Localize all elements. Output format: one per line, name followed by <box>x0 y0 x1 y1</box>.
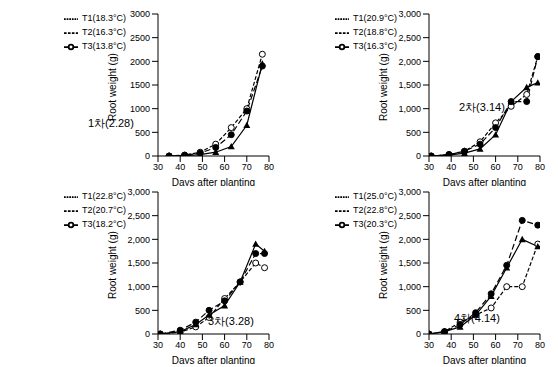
svg-text:50: 50 <box>468 162 478 172</box>
svg-text:1500: 1500 <box>130 80 150 90</box>
svg-text:60: 60 <box>220 162 230 172</box>
svg-text:50: 50 <box>468 340 478 350</box>
svg-text:3,000: 3,000 <box>398 9 421 19</box>
svg-text:Days after planting: Days after planting <box>443 355 526 364</box>
svg-text:1,000: 1,000 <box>398 104 421 114</box>
html-text:T3(16.3°C): T3(16.3°C) <box>353 41 398 52</box>
svg-text:Days after planting: Days after planting <box>443 177 526 186</box>
html-text:T1(25.0°C): T1(25.0°C) <box>353 191 398 202</box>
svg-text:30: 30 <box>153 162 163 172</box>
svg-text:40: 40 <box>446 162 456 172</box>
svg-text:80: 80 <box>535 340 545 350</box>
html-text:T3(20.3°C): T3(20.3°C) <box>353 219 398 230</box>
svg-text:60: 60 <box>220 340 230 350</box>
svg-text:2,500: 2,500 <box>398 211 421 221</box>
svg-text:Days after planting: Days after planting <box>172 355 255 364</box>
svg-text:1000: 1000 <box>130 104 150 114</box>
html-text:T2(18.8°C): T2(18.8°C) <box>353 27 398 38</box>
svg-text:1,000: 1,000 <box>127 282 150 292</box>
svg-text:80: 80 <box>535 162 545 172</box>
svg-text:1,500: 1,500 <box>127 258 150 268</box>
svg-text:1,000: 1,000 <box>398 282 421 292</box>
svg-text:60: 60 <box>491 162 501 172</box>
svg-text:2,500: 2,500 <box>398 33 421 43</box>
svg-text:2,000: 2,000 <box>398 235 421 245</box>
html-text:4차(4.14): 4차(4.14) <box>454 312 500 324</box>
svg-text:2,000: 2,000 <box>127 235 150 245</box>
html-text:T3(13.8°C): T3(13.8°C) <box>82 41 127 52</box>
html-text:T1(18.3°C): T1(18.3°C) <box>82 13 127 24</box>
svg-text:50: 50 <box>197 340 207 350</box>
svg-text:Root weight (g): Root weight (g) <box>378 53 389 121</box>
svg-text:0: 0 <box>145 151 150 161</box>
svg-text:30: 30 <box>424 340 434 350</box>
svg-text:30: 30 <box>424 162 434 172</box>
svg-text:500: 500 <box>406 128 421 138</box>
svg-text:Root weight (g): Root weight (g) <box>107 231 118 299</box>
html-text:T2(20.7°C): T2(20.7°C) <box>82 205 127 216</box>
svg-text:0: 0 <box>145 329 150 339</box>
svg-text:30: 30 <box>153 340 163 350</box>
html-text:T2(16.3°C): T2(16.3°C) <box>82 27 127 38</box>
svg-text:60: 60 <box>491 340 501 350</box>
svg-text:0: 0 <box>416 329 421 339</box>
svg-text:0: 0 <box>416 151 421 161</box>
svg-text:80: 80 <box>264 340 274 350</box>
html-text:T1(20.9°C): T1(20.9°C) <box>353 13 398 24</box>
svg-text:Root weight (g): Root weight (g) <box>378 231 389 299</box>
svg-text:40: 40 <box>175 340 185 350</box>
svg-text:70: 70 <box>242 340 252 350</box>
svg-text:2000: 2000 <box>130 57 150 67</box>
svg-text:40: 40 <box>446 340 456 350</box>
svg-text:70: 70 <box>513 340 523 350</box>
svg-text:2,000: 2,000 <box>398 57 421 67</box>
svg-text:3,000: 3,000 <box>398 187 421 197</box>
svg-text:3000: 3000 <box>130 9 150 19</box>
svg-text:Days after planting: Days after planting <box>172 177 255 186</box>
svg-text:2,500: 2,500 <box>127 211 150 221</box>
html-text:T1(22.8°C): T1(22.8°C) <box>82 191 127 202</box>
svg-text:80: 80 <box>264 162 274 172</box>
html-text:T2(22.8°C): T2(22.8°C) <box>353 205 398 216</box>
svg-text:500: 500 <box>406 306 421 316</box>
html-text:T3(18.2°C): T3(18.2°C) <box>82 219 127 230</box>
svg-text:500: 500 <box>135 306 150 316</box>
html-text:1차(2.28): 1차(2.28) <box>88 117 134 129</box>
svg-text:70: 70 <box>513 162 523 172</box>
svg-text:2500: 2500 <box>130 33 150 43</box>
svg-text:1,500: 1,500 <box>398 258 421 268</box>
svg-text:1,500: 1,500 <box>398 80 421 90</box>
svg-text:Root weight (g): Root weight (g) <box>107 53 118 121</box>
svg-text:500: 500 <box>135 128 150 138</box>
svg-text:3,000: 3,000 <box>127 187 150 197</box>
html-text:2차(3.14): 2차(3.14) <box>459 101 505 113</box>
html-text:3차(3.28): 3차(3.28) <box>208 315 254 327</box>
svg-text:50: 50 <box>197 162 207 172</box>
svg-text:40: 40 <box>175 162 185 172</box>
svg-text:70: 70 <box>242 162 252 172</box>
